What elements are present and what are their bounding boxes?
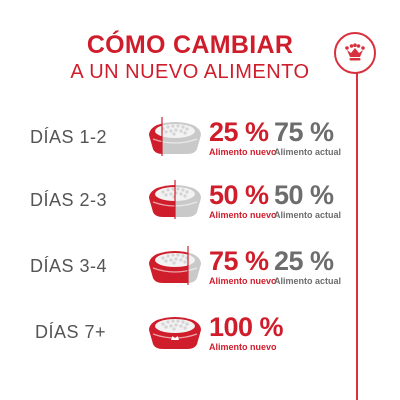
step-row: DÍAS 2-3 50 % Alimento nuevo 50 % Alimen… [0, 180, 400, 240]
current-food-percent: 75 % [274, 117, 334, 147]
step-row: DÍAS 7+ 100 % Alimento nuevo [0, 312, 400, 372]
current-food-percent: 50 % [274, 180, 334, 210]
current-food-percent: 25 % [274, 246, 334, 276]
current-food-label: Alimento actual [274, 276, 342, 286]
bowl-icon [149, 117, 201, 156]
current-food-label: Alimento actual [274, 210, 342, 220]
current-food-label: Alimento actual [274, 147, 342, 157]
step-days: DÍAS 2-3 [30, 190, 108, 210]
page-title: CÓMO CAMBIAR [86, 31, 294, 59]
brand-logo [334, 32, 376, 74]
crown-icon [345, 43, 365, 61]
new-food-percent: 50 % [209, 180, 269, 210]
timeline-line [356, 65, 358, 400]
step-row: DÍAS 1-2 25 % Alimento nuevo 75 % Alimen… [0, 117, 400, 177]
new-food-percent: 75 % [209, 246, 269, 276]
step-days: DÍAS 7+ [35, 322, 107, 342]
new-food-label: Alimento nuevo [209, 342, 277, 352]
bowl-icon [149, 246, 201, 285]
new-food-label: Alimento nuevo [209, 210, 277, 220]
step-days: DÍAS 1-2 [30, 127, 108, 147]
step-row: DÍAS 3-4 75 % Alimento nuevo 25 % Alimen… [0, 246, 400, 306]
new-food-percent: 100 % [209, 312, 284, 342]
new-food-label: Alimento nuevo [209, 147, 277, 157]
bowl-icon [149, 180, 201, 219]
bowl-icon [149, 317, 201, 349]
new-food-label: Alimento nuevo [209, 276, 277, 286]
page-subtitle: A UN NUEVO ALIMENTO [70, 61, 310, 83]
new-food-percent: 25 % [209, 117, 269, 147]
step-days: DÍAS 3-4 [30, 256, 108, 276]
